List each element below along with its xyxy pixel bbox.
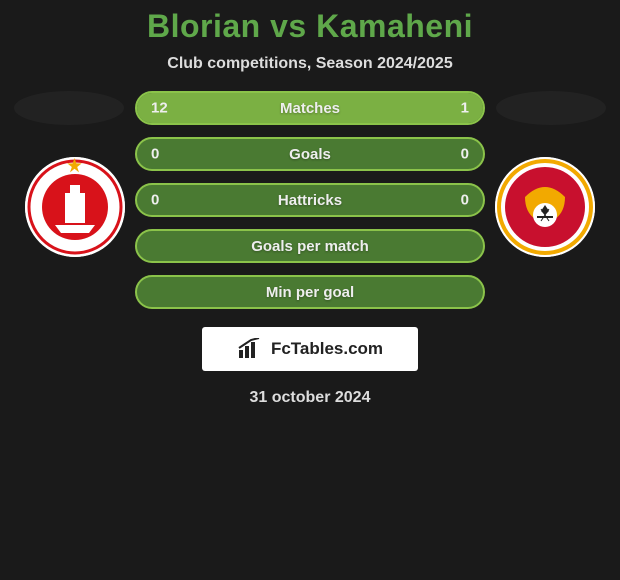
stat-label: Goals per match xyxy=(251,238,369,255)
stat-value-left: 0 xyxy=(151,146,159,163)
chart-icon xyxy=(237,338,265,360)
page-subtitle: Club competitions, Season 2024/2025 xyxy=(0,55,620,73)
page-title: Blorian vs Kamaheni xyxy=(0,8,620,45)
stat-value-left: 12 xyxy=(151,100,168,117)
stat-value-right: 0 xyxy=(461,192,469,209)
stat-bar-goals: 0 Goals 0 xyxy=(135,137,485,171)
right-side xyxy=(485,91,605,257)
hapoel-beer-sheva-icon xyxy=(25,157,125,257)
stat-value-right: 0 xyxy=(461,146,469,163)
stat-bar-fill-right xyxy=(403,93,483,123)
right-player-ellipse xyxy=(496,91,606,125)
stat-bar-hattricks: 0 Hattricks 0 xyxy=(135,183,485,217)
stat-label: Hattricks xyxy=(278,192,342,209)
fc-ashdod-icon xyxy=(495,157,595,257)
stat-bar-goals-per-match: Goals per match xyxy=(135,229,485,263)
comparison-panel: 12 Matches 1 0 Goals 0 0 Hattricks 0 Goa… xyxy=(0,91,620,309)
stat-bar-fill-left xyxy=(137,93,403,123)
left-side xyxy=(15,91,135,257)
stat-bars: 12 Matches 1 0 Goals 0 0 Hattricks 0 Goa… xyxy=(135,91,485,309)
stat-label: Goals xyxy=(289,146,331,163)
stat-bar-matches: 12 Matches 1 xyxy=(135,91,485,125)
stat-value-right: 1 xyxy=(461,100,469,117)
brand-logo[interactable]: FcTables.com xyxy=(202,327,418,371)
right-team-crest xyxy=(495,157,595,257)
brand-label: FcTables.com xyxy=(271,339,383,359)
stat-label: Min per goal xyxy=(266,284,354,301)
left-team-crest xyxy=(25,157,125,257)
stat-value-left: 0 xyxy=(151,192,159,209)
stat-label: Matches xyxy=(280,100,340,117)
stat-bar-min-per-goal: Min per goal xyxy=(135,275,485,309)
left-player-ellipse xyxy=(14,91,124,125)
date-label: 31 october 2024 xyxy=(0,389,620,407)
